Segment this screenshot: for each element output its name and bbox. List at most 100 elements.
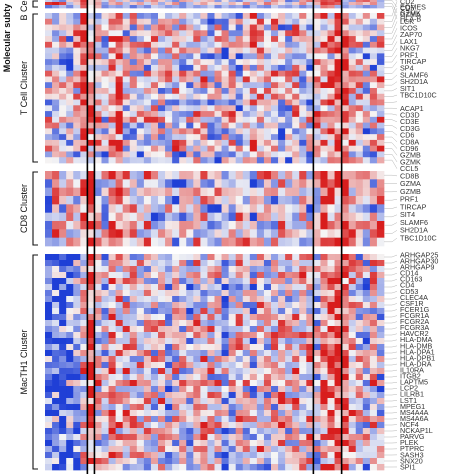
heatmap-cell <box>207 139 215 147</box>
heatmap-cell <box>108 254 116 261</box>
heatmap-cell <box>320 36 328 43</box>
heatmap-cell <box>108 134 116 141</box>
heatmap-cell <box>271 254 279 261</box>
label-connector <box>384 41 398 51</box>
heatmap-cell <box>129 171 138 180</box>
heatmap-cell <box>66 204 74 214</box>
heatmap-cell <box>334 64 342 72</box>
heatmap-cell <box>207 380 215 387</box>
heatmap-cell <box>327 82 335 89</box>
heatmap-cell <box>221 212 229 222</box>
heatmap-cell <box>355 70 364 77</box>
heatmap-cell <box>292 278 300 285</box>
heatmap-cell <box>59 53 67 60</box>
heatmap-cell <box>87 88 95 95</box>
heatmap-cell <box>249 204 258 214</box>
heatmap-cell <box>376 82 385 89</box>
heatmap-cell <box>292 254 300 261</box>
heatmap-cell <box>94 440 102 447</box>
heatmap-cell <box>207 398 215 405</box>
heatmap-cell <box>94 105 102 112</box>
heatmap-cell <box>200 464 208 471</box>
heatmap-cell <box>292 128 300 135</box>
heatmap-cell <box>158 320 166 327</box>
heatmap-cell <box>306 59 314 66</box>
heatmap-cell <box>362 338 371 345</box>
heatmap-cell <box>101 422 109 429</box>
heatmap-cell <box>150 320 159 327</box>
heatmap-cell <box>52 36 60 43</box>
heatmap-cell <box>299 237 307 247</box>
heatmap-cell <box>355 196 364 205</box>
heatmap-cell <box>45 70 53 77</box>
heatmap-cell <box>150 134 159 141</box>
heatmap-cell <box>278 151 286 158</box>
heatmap-cell <box>256 13 265 20</box>
gene-label: ARHGAP30 <box>400 256 438 265</box>
heatmap-cell <box>59 229 67 239</box>
heatmap-cell <box>200 308 208 315</box>
heatmap-cell <box>299 59 307 66</box>
heatmap-cell <box>143 362 152 369</box>
label-connector <box>384 297 398 300</box>
heatmap-cell <box>249 171 258 180</box>
heatmap-cell <box>94 64 102 72</box>
heatmap-cell <box>200 416 208 423</box>
heatmap-cell <box>271 151 279 158</box>
heatmap-cell <box>242 5 251 9</box>
heatmap-cell <box>129 139 138 147</box>
heatmap-cell <box>172 139 180 147</box>
heatmap-cell <box>369 308 378 315</box>
heatmap-cell <box>179 374 187 381</box>
heatmap-cell <box>313 266 321 273</box>
heatmap-cell <box>263 157 272 164</box>
heatmap-cell <box>242 212 251 222</box>
label-connector <box>384 28 398 40</box>
heatmap-cell <box>313 76 321 83</box>
heatmap-cell <box>263 18 272 25</box>
heatmap-cell <box>179 338 187 345</box>
heatmap-cell <box>143 338 152 345</box>
heatmap-cell <box>362 392 371 399</box>
heatmap-cell <box>207 284 215 291</box>
heatmap-cell <box>263 428 272 435</box>
heatmap-cell <box>334 18 342 25</box>
heatmap-cell <box>369 320 378 327</box>
heatmap-cell <box>362 171 371 180</box>
heatmap-cell <box>292 105 300 112</box>
heatmap-cell <box>200 59 208 66</box>
heatmap-cell <box>45 428 53 435</box>
heatmap-cell <box>306 111 314 118</box>
heatmap-cell <box>221 53 229 60</box>
heatmap-cell <box>200 380 208 387</box>
heatmap-cell <box>66 18 74 25</box>
heatmap-cell <box>327 272 335 279</box>
heatmap-cell <box>285 320 293 327</box>
heatmap-cell <box>87 434 95 441</box>
heatmap-cell <box>242 237 251 247</box>
heatmap-cell <box>376 139 385 147</box>
heatmap-cell <box>59 422 67 429</box>
heatmap-cell <box>45 434 53 441</box>
heatmap-cell <box>80 237 88 247</box>
gene-label: CLEC4A <box>400 293 428 302</box>
heatmap-cell <box>150 76 159 83</box>
heatmap-cell <box>200 145 208 152</box>
heatmap-cell <box>341 229 350 239</box>
heatmap-cell <box>172 47 180 54</box>
heatmap-cell <box>256 284 265 291</box>
heatmap-cell <box>179 59 187 66</box>
heatmap-cell <box>263 446 272 453</box>
heatmap-cell <box>313 18 321 25</box>
heatmap-cell <box>292 314 300 321</box>
heatmap-cell <box>158 111 166 118</box>
heatmap-cell <box>101 139 109 147</box>
heatmap-cell <box>242 464 251 471</box>
label-connector <box>384 333 398 336</box>
heatmap-cell <box>341 59 350 66</box>
heatmap-cell <box>242 24 251 31</box>
heatmap-cell <box>306 362 314 369</box>
heatmap-cell <box>228 212 237 222</box>
gene-label: EOMES <box>400 2 426 11</box>
heatmap-cell <box>165 99 173 106</box>
